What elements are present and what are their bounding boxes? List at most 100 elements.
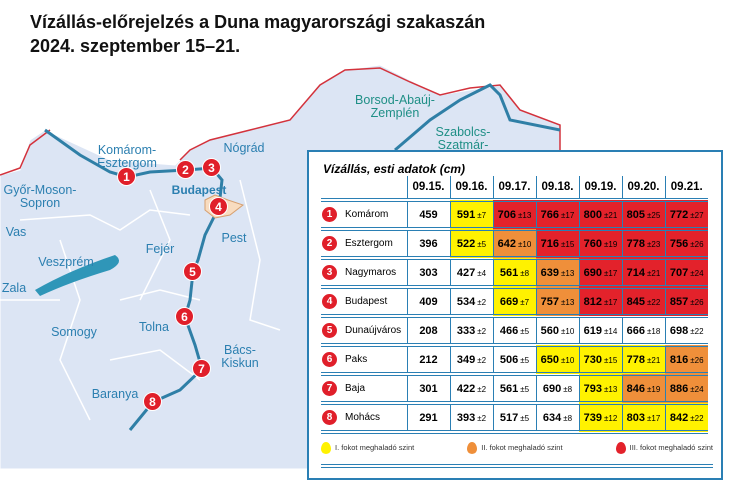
level-uncertainty: ±14 (604, 326, 618, 336)
station-name-cell: 8 Mohács (321, 403, 407, 434)
table-row: 4 Budapest 409 534 ±2 669 ±7 757 ±13 812 ±17 845 ±22… (321, 287, 708, 318)
station-number-badge: 1 (322, 207, 337, 222)
level-value: 756 (669, 237, 689, 250)
level-value: 698 (669, 324, 689, 337)
water-level-cell: 534 ±2 (449, 287, 493, 318)
map-title: Vízállás-előrejelzés a Duna magyarország… (30, 10, 485, 58)
level-value: 669 (499, 295, 519, 308)
county-label: Komárom- Esztergom (97, 143, 157, 170)
level-value: 778 (626, 353, 646, 366)
level-uncertainty: ±22 (690, 326, 704, 336)
station-marker: 1 (117, 167, 136, 186)
level-uncertainty: ±19 (647, 384, 661, 394)
water-level-cell: 793 ±13 (578, 374, 622, 405)
water-level-cell: 666 ±18 (621, 316, 665, 347)
table-row: 6 Paks 212 349 ±2 506 ±5 650 ±10 730 ±15 778 ±21 816 ±… (321, 345, 708, 376)
level-uncertainty: ±7 (477, 210, 487, 220)
level-value: 517 (499, 411, 519, 424)
state-border (0, 67, 561, 176)
water-level-cell: 591 ±7 (449, 200, 493, 231)
level-uncertainty: ±8 (563, 384, 573, 394)
level-value: 716 (540, 237, 560, 250)
level-uncertainty: ±2 (477, 326, 487, 336)
table-title: Vízállás, esti adatok (cm) (323, 162, 466, 176)
level-value: 561 (499, 382, 519, 395)
water-level-cell: 291 (406, 403, 450, 434)
level-value: 739 (583, 411, 603, 424)
county-borders (0, 179, 281, 421)
station-number-badge: 8 (322, 410, 337, 425)
level-uncertainty: ±10 (561, 355, 575, 365)
water-level-cell: 716 ±15 (535, 229, 579, 260)
level-uncertainty: ±25 (647, 210, 661, 220)
level-uncertainty: ±22 (647, 297, 661, 307)
level-uncertainty: ±8 (563, 413, 573, 423)
level-value: 730 (583, 353, 603, 366)
water-level-cell: 846 ±19 (621, 374, 665, 405)
station-name-cell: 4 Budapest (321, 287, 407, 318)
water-level-table: 09.15. 09.16. 09.17. 09.18. 09.19. 09.20. 09.2… (321, 176, 708, 434)
level-uncertainty: ±5 (520, 326, 530, 336)
water-level-cell: 706 ±13 (492, 200, 536, 231)
level-value: 634 (542, 411, 562, 424)
station-name-cell: 1 Komárom (321, 200, 407, 231)
water-level-cell: 422 ±2 (449, 374, 493, 405)
level-value: 291 (419, 411, 438, 424)
level-uncertainty: ±15 (561, 239, 575, 249)
level-uncertainty: ±17 (604, 268, 618, 278)
level-value: 534 (456, 295, 476, 308)
water-level-cell: 409 (406, 287, 450, 318)
water-level-cell: 760 ±19 (578, 229, 622, 260)
level-value: 707 (669, 266, 689, 279)
water-level-cell: 800 ±21 (578, 200, 622, 231)
level-value: 560 (540, 324, 560, 337)
water-level-cell: 669 ±7 (492, 287, 536, 318)
station-number-badge: 5 (322, 323, 337, 338)
station-name-cell: 3 Nagymaros (321, 258, 407, 289)
level-uncertainty: ±2 (477, 355, 487, 365)
level-uncertainty: ±21 (647, 268, 661, 278)
level-uncertainty: ±13 (604, 384, 618, 394)
station-marker: 5 (183, 262, 202, 281)
level-value: 800 (583, 208, 603, 221)
county-label: Győr-Moson- Sopron (3, 183, 77, 210)
water-level-panel: Vízállás, esti adatok (cm) 09.15. 09.16. 0… (307, 150, 723, 480)
water-level-cell: 842 ±22 (664, 403, 708, 434)
date-header: 09.20. (621, 176, 665, 202)
water-level-cell: 730 ±15 (578, 345, 622, 376)
water-level-cell: 349 ±2 (449, 345, 493, 376)
water-level-cell: 845 ±22 (621, 287, 665, 318)
water-level-cell: 459 (406, 200, 450, 231)
level-value: 706 (497, 208, 517, 221)
legend-item-level1: I. fokot meghaladó szint (321, 442, 414, 454)
level-uncertainty: ±24 (690, 268, 704, 278)
station-name: Mohács (345, 412, 381, 423)
station-name: Baja (345, 383, 366, 394)
title-line-1: Vízállás-előrejelzés a Duna magyarország… (30, 12, 486, 32)
station-name: Dunaújváros (345, 325, 402, 336)
water-level-cell: 707 ±24 (664, 258, 708, 289)
level-uncertainty: ±17 (561, 210, 575, 220)
level-value: 208 (419, 324, 438, 337)
water-level-cell: 857 ±26 (664, 287, 708, 318)
level-value: 812 (583, 295, 603, 308)
water-level-cell: 739 ±12 (578, 403, 622, 434)
county-label: Bács- Kiskun (221, 343, 259, 370)
station-number-badge: 4 (322, 294, 337, 309)
water-level-cell: 756 ±26 (664, 229, 708, 260)
legend-label: I. fokot meghaladó szint (335, 442, 415, 452)
station-name: Esztergom (345, 238, 393, 249)
level-uncertainty: ±17 (647, 413, 661, 423)
level-value: 816 (669, 353, 689, 366)
legend-item-level3: III. fokot meghaladó szint (615, 442, 713, 454)
level-value: 772 (669, 208, 689, 221)
water-level-cell: 303 (406, 258, 450, 289)
level-uncertainty: ±26 (690, 355, 704, 365)
table-row: 7 Baja 301 422 ±2 561 ±5 690 ±8 793 ±13 846 ±19 886 ±2… (321, 374, 708, 405)
level-uncertainty: ±18 (647, 326, 661, 336)
level-uncertainty: ±7 (520, 297, 530, 307)
divider (321, 464, 713, 468)
table-row: 2 Esztergom 396 522 ±5 642 ±10 716 ±15 760 ±19 778 ±… (321, 229, 708, 260)
level-value: 466 (499, 324, 519, 337)
station-name: Paks (345, 354, 368, 365)
